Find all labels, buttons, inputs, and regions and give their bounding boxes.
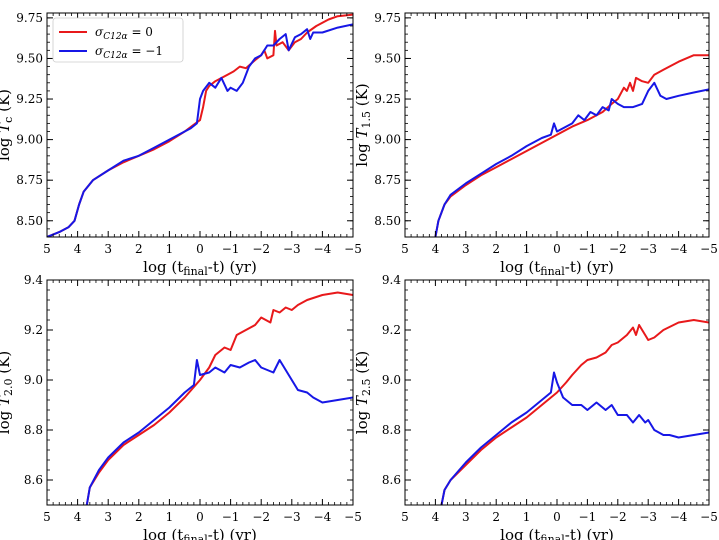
y-tick-label: 8.8 bbox=[24, 423, 43, 437]
y-tick-label: 8.6 bbox=[382, 473, 401, 487]
y-tick-label: 9.2 bbox=[382, 323, 401, 337]
x-tick-label: 2 bbox=[135, 510, 143, 524]
y-axis-label: log T2.5 (K) bbox=[353, 351, 373, 434]
y-tick-label: 9.25 bbox=[374, 92, 401, 106]
x-tick-label: −3 bbox=[283, 510, 301, 524]
x-tick-label: 3 bbox=[462, 242, 470, 256]
x-tick-label: 3 bbox=[462, 510, 470, 524]
series-line-sigma0 bbox=[440, 319, 709, 505]
x-axis-label: log (tfinal-t) (yr) bbox=[143, 258, 257, 278]
x-tick-label: 2 bbox=[492, 242, 500, 256]
y-tick-label: 9.00 bbox=[374, 133, 401, 147]
x-tick-label: 5 bbox=[43, 510, 51, 524]
series-line-sigma_minus1 bbox=[47, 23, 353, 237]
series-line-sigma_minus1 bbox=[85, 359, 353, 505]
x-tick-label: −2 bbox=[609, 242, 627, 256]
y-axis-label: log Tc (K) bbox=[0, 89, 15, 161]
x-tick-label: 0 bbox=[196, 242, 204, 256]
x-tick-label: −1 bbox=[222, 242, 240, 256]
x-tick-label: 3 bbox=[104, 242, 112, 256]
legend: σC12α = 0 σC12α = −1 bbox=[52, 17, 184, 63]
x-tick-label: −2 bbox=[252, 510, 270, 524]
y-tick-label: 9.0 bbox=[24, 373, 43, 387]
x-tick-label: −1 bbox=[579, 242, 597, 256]
y-tick-label: 9.4 bbox=[382, 273, 401, 287]
x-tick-label: −3 bbox=[639, 242, 657, 256]
x-tick-label: 4 bbox=[432, 510, 440, 524]
x-tick-label: 1 bbox=[523, 510, 531, 524]
y-tick-label: 9.0 bbox=[382, 373, 401, 387]
chart-panel-t25: 5 4 3 2 1 0 −1 −2 −3 −4 −5 8.6 8.8 9.0 9.2 9.4 log (tfin… bbox=[353, 273, 718, 540]
chart-panel-t20: 5 4 3 2 1 0 −1 −2 −3 −4 −5 8.6 8.8 9.0 9.2 9.4 log (tfin… bbox=[0, 273, 362, 540]
x-tick-label: 0 bbox=[553, 510, 561, 524]
x-tick-label: −5 bbox=[344, 242, 362, 256]
y-tick-label: 9.75 bbox=[374, 11, 401, 25]
y-tick-label: 8.6 bbox=[24, 473, 43, 487]
x-tick-label: −2 bbox=[609, 510, 627, 524]
x-tick-label: −4 bbox=[314, 242, 332, 256]
x-axis-label: log (tfinal-t) (yr) bbox=[143, 526, 257, 540]
x-tick-label: −1 bbox=[222, 510, 240, 524]
x-tick-label: 5 bbox=[401, 242, 409, 256]
x-tick-label: 2 bbox=[135, 242, 143, 256]
x-tick-label: 1 bbox=[166, 510, 174, 524]
x-tick-label: −4 bbox=[314, 510, 332, 524]
y-tick-label: 9.4 bbox=[24, 273, 43, 287]
x-tick-label: −4 bbox=[670, 242, 688, 256]
x-tick-label: −5 bbox=[700, 510, 718, 524]
y-tick-label: 8.50 bbox=[16, 214, 43, 228]
y-axis-label: log T2.0 (K) bbox=[0, 351, 15, 434]
x-tick-label: −5 bbox=[344, 510, 362, 524]
series-group bbox=[47, 13, 353, 237]
x-tick-label: −3 bbox=[639, 510, 657, 524]
x-tick-label: −3 bbox=[283, 242, 301, 256]
x-tick-label: −2 bbox=[252, 242, 270, 256]
x-tick-label: 4 bbox=[432, 242, 440, 256]
y-tick-label: 9.50 bbox=[374, 51, 401, 65]
chart-panel-tc: 5 4 3 2 1 0 −1 −2 −3 −4 −5 8.50 8.75 9.00 9.25 9.50 9.75… bbox=[0, 11, 362, 278]
x-axis-label: log (tfinal-t) (yr) bbox=[500, 258, 614, 278]
series-group bbox=[440, 319, 709, 505]
x-axis-label: log (tfinal-t) (yr) bbox=[500, 526, 614, 540]
series-group bbox=[434, 54, 709, 237]
y-axis-label: log T1.5 (K) bbox=[353, 83, 373, 166]
y-tick-label: 9.75 bbox=[16, 11, 43, 25]
x-tick-label: 5 bbox=[43, 242, 51, 256]
x-tick-label: 0 bbox=[196, 510, 204, 524]
y-tick-label: 9.2 bbox=[24, 323, 43, 337]
x-tick-label: 4 bbox=[74, 242, 82, 256]
chart-panel-t15: 5 4 3 2 1 0 −1 −2 −3 −4 −5 8.50 8.75 9.00 9.25 9.50 9.75… bbox=[353, 11, 718, 278]
y-tick-label: 8.50 bbox=[374, 214, 401, 228]
x-tick-label: 0 bbox=[553, 242, 561, 256]
series-line-sigma0 bbox=[434, 54, 709, 237]
x-tick-label: 3 bbox=[104, 510, 112, 524]
x-tick-label: 2 bbox=[492, 510, 500, 524]
x-tick-label: 1 bbox=[523, 242, 531, 256]
legend-label-sigma_minus1: σC12α = −1 bbox=[95, 44, 163, 61]
plot-frame bbox=[404, 12, 710, 238]
y-tick-label: 9.00 bbox=[16, 133, 43, 147]
x-tick-label: −4 bbox=[670, 510, 688, 524]
x-tick-label: −5 bbox=[700, 242, 718, 256]
y-tick-label: 9.50 bbox=[16, 51, 43, 65]
x-tick-label: 4 bbox=[74, 510, 82, 524]
legend-label-sigma0: σC12α = 0 bbox=[95, 25, 153, 42]
x-tick-label: 5 bbox=[401, 510, 409, 524]
x-tick-label: 1 bbox=[166, 242, 174, 256]
series-line-sigma0 bbox=[85, 291, 353, 505]
series-line-sigma_minus1 bbox=[440, 371, 709, 505]
y-tick-label: 8.75 bbox=[16, 173, 43, 187]
y-tick-label: 9.25 bbox=[16, 92, 43, 106]
series-group bbox=[85, 291, 353, 505]
y-tick-label: 8.8 bbox=[382, 423, 401, 437]
series-line-sigma_minus1 bbox=[434, 81, 709, 237]
y-tick-label: 8.75 bbox=[374, 173, 401, 187]
x-tick-label: −1 bbox=[579, 510, 597, 524]
